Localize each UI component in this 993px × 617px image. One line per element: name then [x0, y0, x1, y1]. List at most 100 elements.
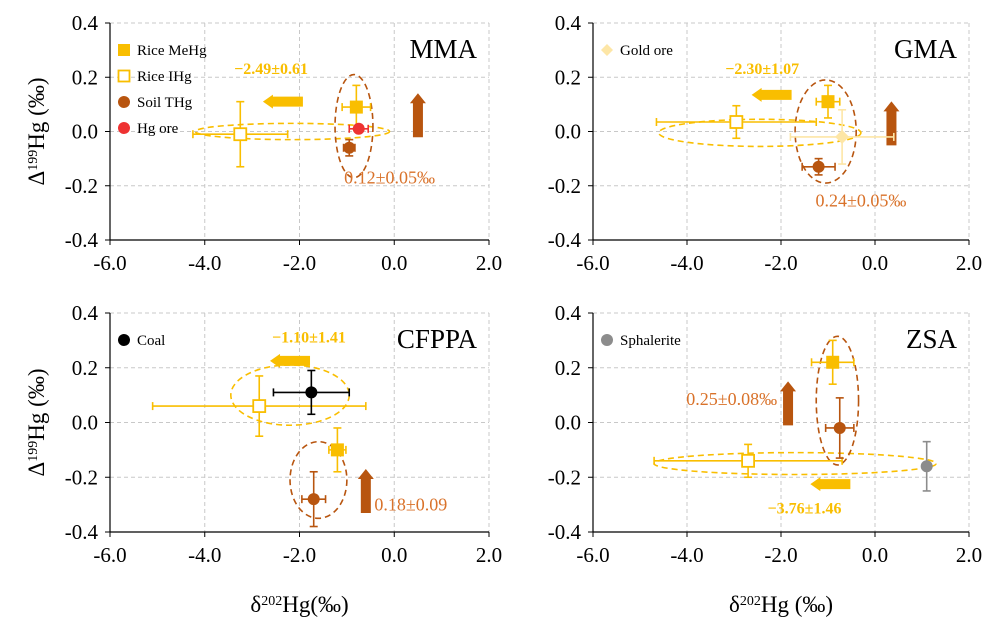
- x-tick-label: 2.0: [476, 251, 502, 275]
- legend-label: Sphalerite: [620, 333, 681, 349]
- data-point-soil-thg: [812, 160, 825, 173]
- legend-marker-gold-ore: [601, 44, 613, 56]
- data-point-rice-mehg: [349, 100, 363, 114]
- legend-marker-rice-ihg: [117, 69, 131, 83]
- y-tick-label: -0.2: [65, 465, 98, 489]
- x-axis-title: δ202Hg(‰): [250, 592, 348, 617]
- legend-marker-sphalerite: [601, 334, 613, 346]
- y-tick-label: -0.4: [548, 520, 582, 544]
- y-tick-label: -0.4: [65, 520, 99, 544]
- y-tick-label: 0.2: [72, 65, 98, 89]
- y-axis-title: Δ199Hg (‰): [24, 369, 49, 477]
- x-tick-label: 2.0: [476, 543, 502, 567]
- x-tick-label: -2.0: [283, 543, 316, 567]
- data-point-rice-ihg: [252, 399, 267, 413]
- data-point-rice-mehg: [330, 443, 344, 457]
- panel-label: MMA: [409, 34, 477, 64]
- y-axis-title: Δ199Hg (‰): [24, 78, 49, 186]
- y-tick-label: -0.2: [548, 465, 581, 489]
- y-tick-label: -0.4: [65, 228, 99, 252]
- arrow-left-icon: [270, 353, 311, 368]
- x-tick-label: -6.0: [576, 543, 609, 567]
- data-point-soil-thg: [307, 493, 320, 506]
- data-point-gold-ore: [835, 129, 850, 144]
- x-tick-label: 2.0: [956, 543, 982, 567]
- data-point-coal: [305, 386, 318, 399]
- arrow-up-icon: [357, 468, 374, 513]
- annotation-label: −1.10±1.41: [272, 329, 346, 346]
- arrow-up-icon: [409, 93, 426, 138]
- grouping-ellipse: [289, 440, 348, 520]
- annotation-label: −2.30±1.07: [725, 61, 799, 78]
- panel-label: ZSA: [906, 324, 958, 354]
- annotation-label: −2.49±0.61: [234, 61, 308, 78]
- y-tick-label: 0.4: [72, 301, 99, 325]
- y-tick-label: 0.0: [72, 411, 98, 435]
- x-tick-label: -4.0: [188, 251, 221, 275]
- legend-label: Hg ore: [137, 121, 179, 137]
- annotation-label: 0.18±0.09: [374, 495, 447, 515]
- annotation-label: 0.24±0.05‰: [815, 191, 906, 211]
- legend-marker-rice-mehg: [118, 44, 130, 56]
- y-tick-label: 0.2: [72, 356, 98, 380]
- annotation-label: 0.12±0.05‰: [344, 168, 435, 188]
- grouping-ellipse: [653, 451, 937, 476]
- grouping-ellipse: [794, 79, 858, 184]
- arrow-left-icon: [810, 477, 851, 492]
- legend-marker-soil-thg: [118, 96, 130, 108]
- legend-label: Soil THg: [137, 95, 193, 111]
- y-tick-label: 0.4: [72, 11, 99, 35]
- grouping-ellipse: [815, 335, 860, 466]
- panel-zsa: -6.0 -4.0 -2.0 0.0 2.0 0.4 0.2 0.0 -0.2 -0.4 δ202H…: [548, 301, 982, 617]
- data-point-rice-ihg: [233, 127, 248, 142]
- data-point-rice-mehg: [821, 95, 835, 109]
- data-point-rice-ihg: [741, 453, 755, 468]
- arrow-left-icon: [262, 94, 303, 109]
- data-point-soil-thg: [833, 421, 846, 434]
- grouping-ellipse: [657, 118, 862, 148]
- legend-marker-hg-ore: [118, 122, 130, 134]
- annotation-label: −3.76±1.46: [768, 500, 842, 517]
- legend-label: Rice IHg: [137, 69, 192, 85]
- arrow-up-icon: [883, 101, 900, 146]
- x-tick-label: -4.0: [670, 543, 703, 567]
- panel-gma: -6.0 -4.0 -2.0 0.0 2.0 0.4 0.2 0.0 -0.2 -0.4 GMA Go…: [548, 11, 982, 275]
- annotation-label: 0.25±0.08‰: [686, 389, 777, 409]
- y-tick-label: 0.4: [555, 301, 582, 325]
- x-axis-title: δ202Hg (‰): [729, 592, 833, 617]
- x-tick-label: -4.0: [670, 251, 703, 275]
- y-tick-label: -0.2: [65, 174, 98, 198]
- data-point-rice-ihg: [729, 115, 744, 129]
- y-tick-label: -0.2: [548, 174, 581, 198]
- grouping-ellipse: [194, 122, 391, 141]
- arrow-left-icon: [751, 87, 792, 102]
- data-point-sphalerite: [920, 460, 933, 473]
- panel-label: CFPPA: [397, 324, 478, 354]
- y-tick-label: 0.2: [555, 65, 581, 89]
- x-tick-label: 2.0: [956, 251, 982, 275]
- y-tick-label: -0.4: [548, 228, 582, 252]
- y-tick-label: 0.0: [555, 120, 581, 144]
- x-tick-label: 0.0: [862, 251, 888, 275]
- legend-label: Coal: [137, 333, 165, 349]
- y-tick-label: 0.0: [555, 411, 581, 435]
- legend-label: Rice MeHg: [137, 43, 207, 59]
- legend-label: Gold ore: [620, 43, 673, 59]
- x-tick-label: -6.0: [93, 251, 126, 275]
- panel-cfppa: -6.0 -4.0 -2.0 0.0 2.0 0.4 0.2 0.0 -0.2 -0.4 Δ199H…: [24, 301, 502, 617]
- legend-marker-coal: [118, 334, 130, 346]
- arrow-up-icon: [780, 381, 797, 426]
- y-tick-label: 0.2: [555, 356, 581, 380]
- y-tick-label: 0.4: [555, 11, 582, 35]
- data-point-soil-thg: [343, 141, 356, 154]
- panel-label: GMA: [894, 34, 958, 64]
- data-point-rice-mehg: [826, 355, 840, 369]
- x-tick-label: 0.0: [381, 543, 407, 567]
- x-tick-label: -2.0: [283, 251, 316, 275]
- x-tick-label: -2.0: [764, 543, 797, 567]
- x-tick-label: -6.0: [576, 251, 609, 275]
- x-tick-label: 0.0: [862, 543, 888, 567]
- y-tick-label: 0.0: [72, 120, 98, 144]
- x-tick-label: -4.0: [188, 543, 221, 567]
